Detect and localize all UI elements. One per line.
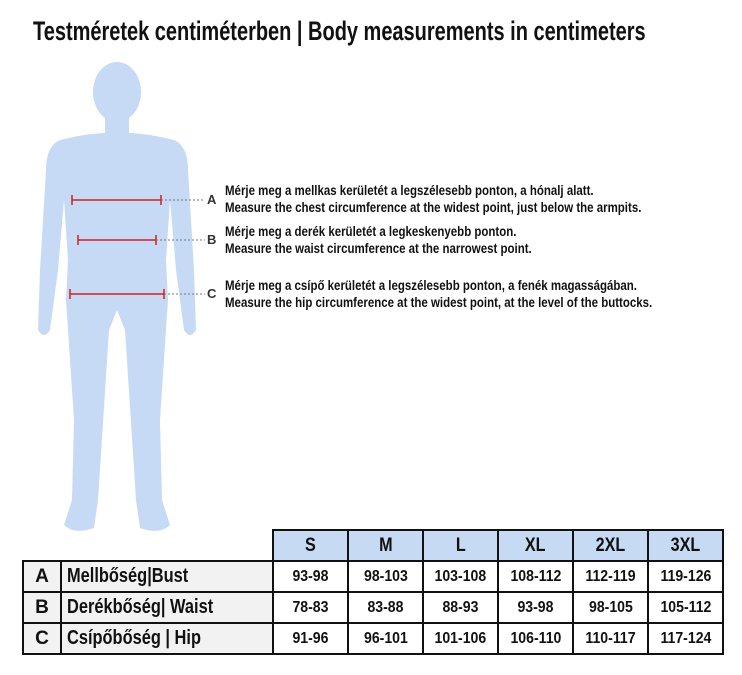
size-table: S M L XL 2XL 3XL A Mellbőség|Bust 93-98 … xyxy=(22,529,724,655)
table-row: B Derékbőség| Waist 78-83 83-88 88-93 93… xyxy=(22,591,724,624)
measure-letter-b: B xyxy=(207,232,217,247)
size-header-row: S M L XL 2XL 3XL xyxy=(23,529,724,562)
instruction-waist: Mérje meg a derék kerületét a legkeskeny… xyxy=(225,224,532,256)
size-header: L xyxy=(422,529,499,562)
body-silhouette xyxy=(38,62,205,531)
instruction-hip: Mérje meg a csípő kerületét a legszélese… xyxy=(225,278,653,310)
table-row: C Csípőbőség | Hip 91-96 96-101 101-106 … xyxy=(22,622,724,655)
page-title: Testméretek centiméterben | Body measure… xyxy=(33,16,646,46)
body-figure xyxy=(38,62,196,531)
measure-letter-a: A xyxy=(207,192,217,207)
size-header: 3XL xyxy=(647,529,724,562)
size-header: 2XL xyxy=(572,529,649,562)
size-header: M xyxy=(347,529,424,562)
size-header: S xyxy=(272,529,349,562)
measure-letter-c: C xyxy=(207,286,217,301)
size-header: XL xyxy=(497,529,574,562)
table-row: A Mellbőség|Bust 93-98 98-103 103-108 10… xyxy=(22,560,724,593)
leader-lines xyxy=(156,199,205,295)
instruction-chest: Mérje meg a mellkas kerületét a legszéle… xyxy=(225,183,642,215)
